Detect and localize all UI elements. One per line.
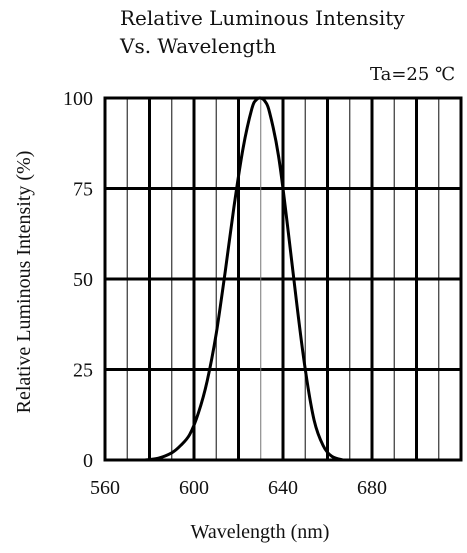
y-axis-label: Relative Luminous Intensity (%) — [13, 151, 35, 414]
x-tick-label: 640 — [268, 477, 298, 499]
series-curve — [144, 96, 344, 462]
y-tick-label: 25 — [73, 360, 93, 382]
temperature-annotation: Ta=25 ℃ — [370, 64, 456, 85]
y-tick-label: 100 — [63, 88, 93, 110]
y-tick-label: 50 — [73, 269, 93, 291]
y-tick-labels: 0 25 50 75 100 — [63, 88, 93, 472]
x-tick-label: 680 — [357, 477, 387, 499]
x-tick-labels: 560 600 640 680 — [90, 477, 387, 499]
x-axis-label: Wavelength (nm) — [191, 521, 330, 543]
chart-title: Relative Luminous Intensity — [120, 6, 405, 30]
x-tick-label: 560 — [90, 477, 120, 499]
y-tick-label: 75 — [73, 179, 93, 201]
plot-frame — [103, 96, 463, 462]
grid-lines — [105, 98, 461, 460]
x-tick-label: 600 — [179, 477, 209, 499]
chart-subtitle: Vs. Wavelength — [120, 34, 277, 58]
y-tick-label: 0 — [83, 450, 93, 472]
